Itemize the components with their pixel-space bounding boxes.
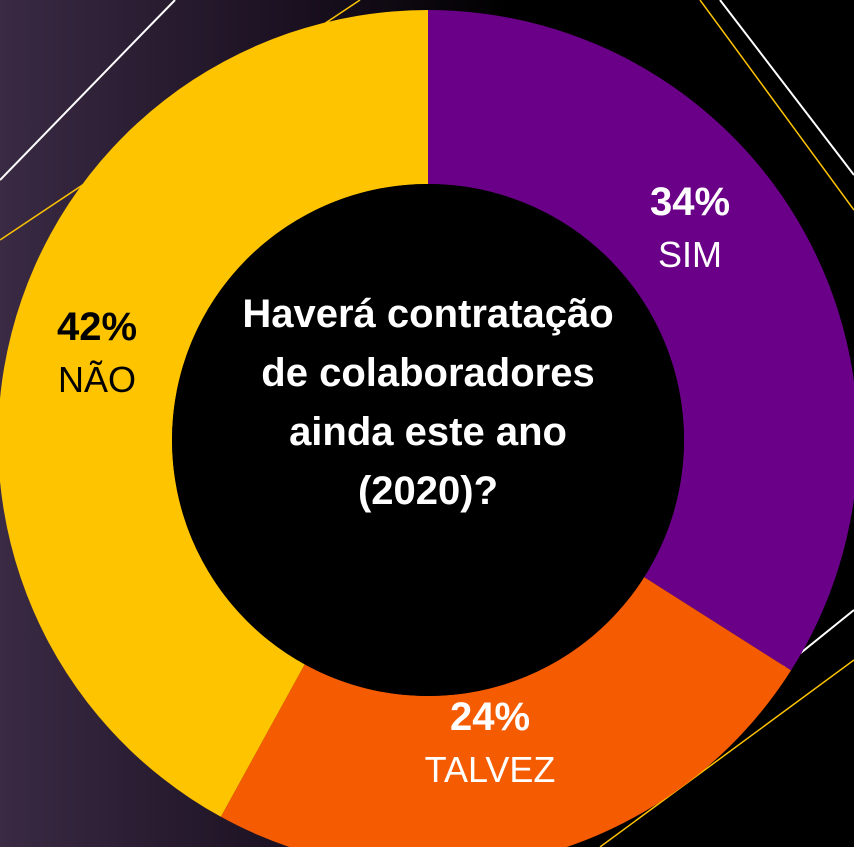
category-label: TALVEZ xyxy=(425,749,556,790)
donut-segment xyxy=(0,10,428,817)
value-label: 34% xyxy=(650,180,730,224)
donut-segment xyxy=(428,10,854,671)
donut: 34% SIM 24% TALVEZ 42% NÃO xyxy=(0,10,854,847)
segment-label: 42% NÃO xyxy=(57,305,137,400)
segment-label: 34% SIM xyxy=(650,180,730,275)
decor-line xyxy=(719,0,854,176)
donut-hole xyxy=(172,184,684,696)
value-label: 42% xyxy=(57,305,137,349)
value-label: 24% xyxy=(450,695,530,739)
decor-line xyxy=(599,659,854,847)
donut-segment xyxy=(220,577,792,847)
decor-line xyxy=(699,0,854,211)
segment-label: 24% TALVEZ xyxy=(425,695,556,790)
chart-title: Haverá contratação de colaboradores aind… xyxy=(242,292,614,513)
category-label: NÃO xyxy=(58,359,136,400)
decor-line xyxy=(0,0,176,181)
category-label: SIM xyxy=(658,234,722,275)
